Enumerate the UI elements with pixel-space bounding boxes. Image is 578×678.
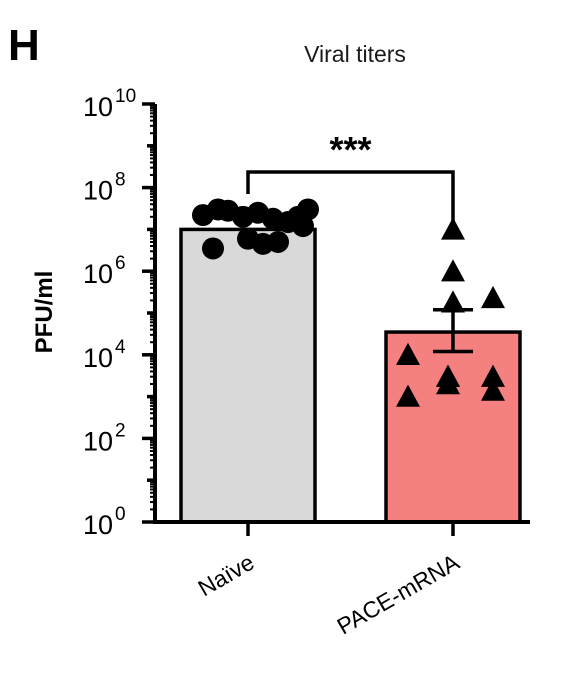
data-point (252, 232, 274, 255)
y-tick-label: 10 (83, 426, 113, 456)
data-point (441, 259, 465, 282)
data-point (436, 372, 460, 395)
x-tick-label: PACE-mRNA (332, 548, 464, 639)
y-tick-exponent: 8 (115, 170, 126, 191)
significance-label: *** (329, 129, 371, 170)
data-point (202, 237, 224, 260)
y-tick-exponent: 6 (115, 253, 126, 274)
data-point (396, 384, 420, 407)
y-tick-label: 10 (83, 510, 113, 540)
significance-line (246, 170, 455, 230)
data-point (396, 342, 420, 365)
data-point (441, 290, 465, 313)
data-point (481, 285, 505, 309)
y-tick-label: 10 (83, 343, 113, 373)
chart-title: Viral titers (304, 41, 406, 67)
y-axis-label: PFU/ml (31, 271, 58, 354)
y-tick-label: 10 (83, 259, 113, 289)
y-tick-exponent: 0 (115, 504, 126, 525)
bars (179, 227, 522, 524)
bar (179, 227, 317, 524)
x-tick-label: Naïve (193, 549, 258, 602)
data-points (192, 198, 505, 407)
data-point (217, 199, 239, 222)
panel-letter: H (8, 21, 40, 70)
y-tick-exponent: 4 (115, 337, 126, 358)
data-point (192, 204, 214, 227)
y-tick-label: 10 (83, 176, 113, 206)
data-point (481, 378, 505, 401)
error-bars (433, 307, 473, 354)
data-point (481, 364, 505, 387)
y-tick-exponent: 10 (115, 86, 136, 107)
x-axis: Naïve PACE-mRNA (153, 520, 530, 639)
data-point (297, 198, 319, 221)
y-tick-label: 10 (83, 92, 113, 122)
y-tick-exponent: 2 (115, 420, 126, 441)
significance-bracket: *** (246, 129, 455, 230)
